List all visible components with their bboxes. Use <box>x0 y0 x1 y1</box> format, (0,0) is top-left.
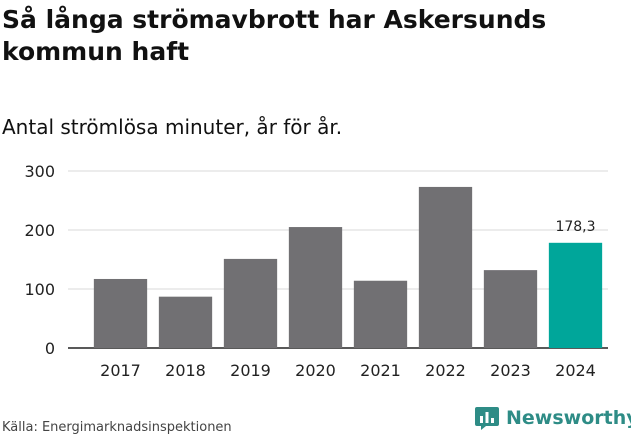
x-tick-label: 2020 <box>295 361 336 380</box>
bar-2018 <box>158 296 213 348</box>
x-tick-label: 2021 <box>360 361 401 380</box>
y-tick-label: 100 <box>24 280 55 299</box>
x-tick-label: 2024 <box>555 361 596 380</box>
y-tick-label: 0 <box>45 339 55 358</box>
bar-2021 <box>353 280 408 348</box>
x-tick-label: 2018 <box>165 361 206 380</box>
x-tick-label: 2023 <box>490 361 531 380</box>
bar-2022 <box>418 186 473 348</box>
newsworthy-chart-logo-icon <box>475 407 499 430</box>
bar-2020 <box>288 227 343 348</box>
bar-2017 <box>93 278 148 348</box>
data-label: 178,3 <box>555 219 595 235</box>
bar-chart: 0 100 200 300 2017 2018 2019 2020 2021 2022 2023 20… <box>24 162 608 380</box>
brand-logo: Newsworthy <box>474 405 631 431</box>
x-tick-label: 2019 <box>230 361 271 380</box>
chart-subtitle: Antal strömlösa minuter, år för år. <box>2 115 343 139</box>
x-tick-label: 2022 <box>425 361 466 380</box>
chart-title: Så långa strömavbrott har Askersunds kom… <box>2 5 547 66</box>
x-tick-label: 2017 <box>100 361 141 380</box>
bar-2024 <box>548 242 603 348</box>
bar-2019 <box>223 258 278 348</box>
bar-2023 <box>483 270 538 348</box>
source-note: Källa: Energimarknadsinspektionen <box>2 420 232 435</box>
y-tick-label: 200 <box>24 221 55 240</box>
y-tick-label: 300 <box>24 162 55 181</box>
brand-name: Newsworthy <box>506 407 631 429</box>
